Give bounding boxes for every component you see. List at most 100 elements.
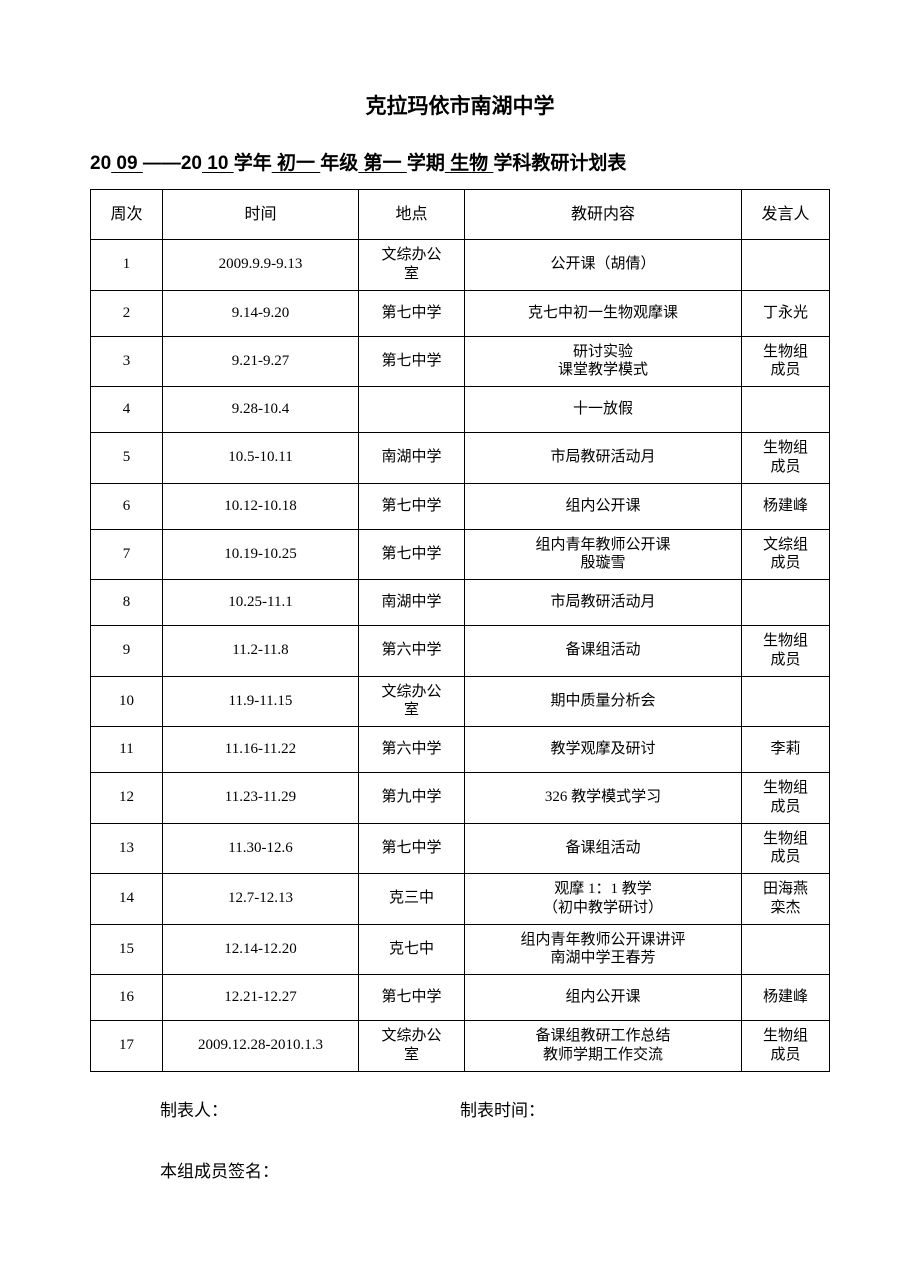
cell-time: 11.16-11.22 xyxy=(163,727,359,773)
cell-content: 备课组活动 xyxy=(465,823,742,874)
footer-row-2: 本组成员签名： xyxy=(90,1157,830,1182)
cell-week: 12 xyxy=(91,773,163,824)
schedule-table: 周次 时间 地点 教研内容 发言人 12009.9.9-9.13文综办公 室公开… xyxy=(90,189,830,1072)
table-row: 172009.12.28-2010.1.3文综办公 室备课组教研工作总结 教师学… xyxy=(91,1021,830,1072)
cell-content: 326 教学模式学习 xyxy=(465,773,742,824)
col-speaker: 发言人 xyxy=(742,190,830,240)
cell-speaker: 杨建峰 xyxy=(742,483,830,529)
cell-time: 11.23-11.29 xyxy=(163,773,359,824)
cell-week: 1 xyxy=(91,240,163,291)
cell-week: 15 xyxy=(91,924,163,975)
maker-label: 制表人： xyxy=(160,1096,460,1121)
cell-week: 4 xyxy=(91,387,163,433)
year1: 09 xyxy=(111,153,143,174)
cell-week: 10 xyxy=(91,676,163,727)
cell-speaker: 李莉 xyxy=(742,727,830,773)
cell-week: 6 xyxy=(91,483,163,529)
cell-content: 教学观摩及研讨 xyxy=(465,727,742,773)
cell-time: 2009.12.28-2010.1.3 xyxy=(163,1021,359,1072)
subject: 生物 xyxy=(445,153,494,174)
label-semester: 学期 xyxy=(407,153,445,174)
cell-content: 组内青年教师公开课 殷璇雪 xyxy=(465,529,742,580)
cell-content: 市局教研活动月 xyxy=(465,580,742,626)
cell-place: 第七中学 xyxy=(359,483,465,529)
make-time-label: 制表时间： xyxy=(460,1096,545,1121)
sub-prefix1: 20 xyxy=(90,153,111,174)
dash: —— xyxy=(143,153,181,174)
table-body: 12009.9.9-9.13文综办公 室公开课（胡倩）29.14-9.20第七中… xyxy=(91,240,830,1072)
cell-speaker xyxy=(742,924,830,975)
cell-week: 3 xyxy=(91,336,163,387)
table-row: 1512.14-12.20克七中组内青年教师公开课讲评 南湖中学王春芳 xyxy=(91,924,830,975)
col-time: 时间 xyxy=(163,190,359,240)
cell-speaker: 杨建峰 xyxy=(742,975,830,1021)
cell-place: 第七中学 xyxy=(359,823,465,874)
grade: 初一 xyxy=(272,153,321,174)
table-row: 12009.9.9-9.13文综办公 室公开课（胡倩） xyxy=(91,240,830,291)
cell-speaker xyxy=(742,387,830,433)
table-header-row: 周次 时间 地点 教研内容 发言人 xyxy=(91,190,830,240)
cell-speaker xyxy=(742,580,830,626)
cell-time: 9.28-10.4 xyxy=(163,387,359,433)
cell-week: 8 xyxy=(91,580,163,626)
cell-place: 南湖中学 xyxy=(359,580,465,626)
col-content: 教研内容 xyxy=(465,190,742,240)
sub-prefix2: 20 xyxy=(181,153,202,174)
cell-time: 10.12-10.18 xyxy=(163,483,359,529)
cell-place: 文综办公 室 xyxy=(359,240,465,291)
tail: 学科教研计划表 xyxy=(493,153,626,174)
cell-content: 期中质量分析会 xyxy=(465,676,742,727)
cell-place: 第九中学 xyxy=(359,773,465,824)
cell-time: 11.30-12.6 xyxy=(163,823,359,874)
cell-speaker: 生物组 成员 xyxy=(742,336,830,387)
semester: 第一 xyxy=(358,153,407,174)
cell-time: 10.19-10.25 xyxy=(163,529,359,580)
table-row: 49.28-10.4 十一放假 xyxy=(91,387,830,433)
cell-week: 16 xyxy=(91,975,163,1021)
cell-time: 9.14-9.20 xyxy=(163,290,359,336)
table-row: 1111.16-11.22第六中学教学观摩及研讨李莉 xyxy=(91,727,830,773)
col-week: 周次 xyxy=(91,190,163,240)
table-row: 1211.23-11.29第九中学326 教学模式学习生物组 成员 xyxy=(91,773,830,824)
cell-place: 第六中学 xyxy=(359,626,465,677)
label-year: 学年 xyxy=(234,153,272,174)
table-row: 710.19-10.25第七中学组内青年教师公开课 殷璇雪文综组 成员 xyxy=(91,529,830,580)
cell-place: 第七中学 xyxy=(359,290,465,336)
table-row: 510.5-10.11南湖中学市局教研活动月生物组 成员 xyxy=(91,433,830,484)
cell-place xyxy=(359,387,465,433)
cell-week: 9 xyxy=(91,626,163,677)
cell-time: 12.14-12.20 xyxy=(163,924,359,975)
cell-speaker: 丁永光 xyxy=(742,290,830,336)
table-row: 1612.21-12.27第七中学组内公开课杨建峰 xyxy=(91,975,830,1021)
sign-label: 本组成员签名： xyxy=(160,1162,279,1181)
cell-time: 11.2-11.8 xyxy=(163,626,359,677)
cell-place: 克七中 xyxy=(359,924,465,975)
table-row: 39.21-9.27第七中学研讨实验 课堂教学模式生物组 成员 xyxy=(91,336,830,387)
cell-content: 研讨实验 课堂教学模式 xyxy=(465,336,742,387)
label-grade: 年级 xyxy=(320,153,358,174)
cell-time: 12.7-12.13 xyxy=(163,874,359,925)
table-row: 911.2-11.8第六中学备课组活动生物组 成员 xyxy=(91,626,830,677)
table-row: 1311.30-12.6第七中学备课组活动生物组 成员 xyxy=(91,823,830,874)
cell-content: 公开课（胡倩） xyxy=(465,240,742,291)
cell-time: 11.9-11.15 xyxy=(163,676,359,727)
cell-week: 5 xyxy=(91,433,163,484)
cell-content: 观摩 1：1 教学 （初中教学研讨） xyxy=(465,874,742,925)
cell-speaker: 生物组 成员 xyxy=(742,626,830,677)
cell-speaker xyxy=(742,240,830,291)
cell-speaker: 生物组 成员 xyxy=(742,433,830,484)
cell-week: 11 xyxy=(91,727,163,773)
cell-speaker: 生物组 成员 xyxy=(742,773,830,824)
table-row: 1412.7-12.13克三中观摩 1：1 教学 （初中教学研讨）田海燕 栾杰 xyxy=(91,874,830,925)
cell-place: 文综办公 室 xyxy=(359,676,465,727)
cell-content: 组内公开课 xyxy=(465,975,742,1021)
cell-speaker: 生物组 成员 xyxy=(742,823,830,874)
table-row: 29.14-9.20第七中学克七中初一生物观摩课丁永光 xyxy=(91,290,830,336)
cell-week: 17 xyxy=(91,1021,163,1072)
cell-place: 第六中学 xyxy=(359,727,465,773)
table-row: 610.12-10.18第七中学组内公开课杨建峰 xyxy=(91,483,830,529)
cell-time: 2009.9.9-9.13 xyxy=(163,240,359,291)
col-place: 地点 xyxy=(359,190,465,240)
cell-content: 备课组教研工作总结 教师学期工作交流 xyxy=(465,1021,742,1072)
cell-content: 十一放假 xyxy=(465,387,742,433)
